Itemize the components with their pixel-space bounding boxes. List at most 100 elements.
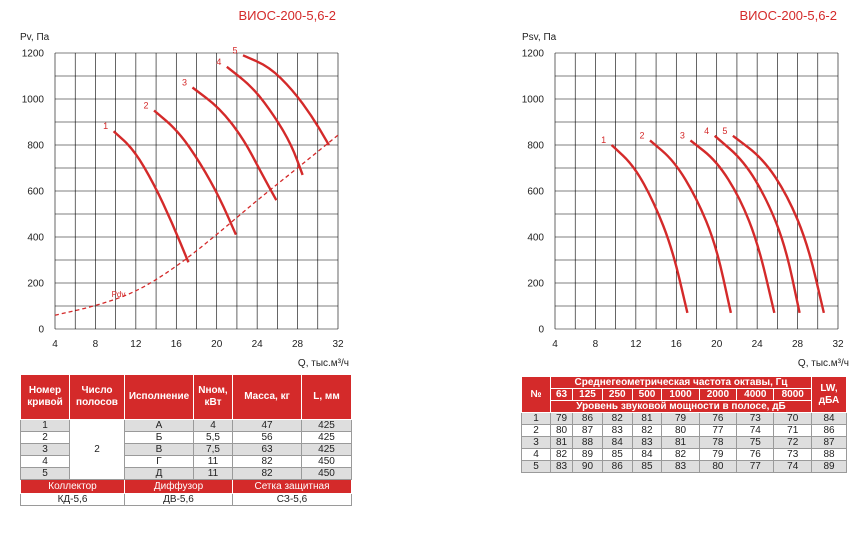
accessories-header-row: Коллектор Диффузор Сетка защитная	[20, 479, 352, 494]
sound-level-cell: 82	[631, 424, 663, 437]
curve-number-cell: 2	[20, 431, 70, 444]
guard-grid-value: СЗ-5,6	[232, 493, 352, 506]
sound-level-cell: 78	[698, 436, 738, 449]
header-power: Nном, кВт	[193, 374, 233, 420]
row-number-cell: 4	[521, 448, 551, 461]
sound-level-cell: 83	[549, 460, 574, 473]
sound-level-cell: 74	[736, 424, 775, 437]
sound-level-cell: 83	[661, 460, 700, 473]
table-row: 4 Г 11 82 450	[20, 455, 352, 468]
sound-level-cell: 81	[631, 412, 663, 425]
table-row: 4 82 89 85 84 82 79 76 73 88	[521, 448, 847, 461]
power-cell: 11	[193, 455, 233, 468]
header-version: Исполнение	[124, 374, 194, 420]
series-label: 2	[144, 101, 149, 111]
band-125: 125	[572, 388, 603, 401]
series-line	[649, 139, 733, 314]
table-row: 5 83 90 86 85 83 80 77 74 89	[521, 460, 847, 473]
header-length: L, мм	[301, 374, 352, 420]
x-tick-label: 32	[832, 339, 844, 350]
y-tick-label: 1200	[22, 49, 45, 60]
series-line	[112, 130, 190, 263]
version-cell: Г	[124, 455, 194, 468]
y-tick-label: 1200	[522, 49, 545, 60]
series-line	[226, 65, 304, 176]
sound-level-cell: 89	[572, 448, 603, 461]
length-cell: 425	[301, 431, 352, 444]
sound-level-cell: 88	[572, 436, 603, 449]
band-1000: 1000	[661, 388, 700, 401]
sound-level-cell: 82	[601, 412, 633, 425]
y-tick-label: 800	[527, 141, 544, 152]
x-tick-label: 20	[711, 339, 723, 350]
sound-level-cell: 73	[736, 412, 775, 425]
y-tick-label: 600	[27, 187, 44, 198]
series-line	[713, 134, 801, 314]
x-tick-label: 24	[752, 339, 764, 350]
sound-level-cell: 80	[661, 424, 700, 437]
series-line	[610, 144, 689, 314]
sound-level-cell: 90	[572, 460, 603, 473]
length-cell: 425	[301, 419, 352, 432]
table-row: 3 81 88 84 83 81 78 75 72 87	[521, 436, 847, 449]
header-mass: Масса, кг	[232, 374, 302, 420]
sound-level-cell: 86	[572, 412, 603, 425]
chart-title: ВИОС-200-5,6-2	[740, 8, 838, 23]
power-cell: 5,5	[193, 431, 233, 444]
y-tick-label: 0	[38, 325, 44, 336]
header-poles: Число полосов	[69, 374, 125, 420]
mass-cell: 82	[232, 455, 302, 468]
sound-level-cell: 76	[736, 448, 775, 461]
sound-level-cell: 83	[601, 424, 633, 437]
y-tick-label: 800	[27, 141, 44, 152]
row-number-cell: 2	[521, 424, 551, 437]
table-row: 1 79 86 82 81 79 76 73 70 84	[521, 412, 847, 425]
version-cell: Д	[124, 467, 194, 480]
sound-level-cell: 79	[549, 412, 574, 425]
sound-level-cell: 77	[698, 424, 738, 437]
series-label: 5	[722, 126, 727, 136]
poles-cell: 2	[69, 419, 125, 480]
sound-level-cell: 77	[736, 460, 775, 473]
curve-number-cell: 4	[20, 455, 70, 468]
sound-level-cell: 76	[698, 412, 738, 425]
series-line	[689, 139, 776, 314]
x-axis-label: Q, тыс.м³/ч	[798, 358, 849, 369]
series-line	[153, 109, 238, 236]
chart-title: ВИОС-200-5,6-2	[239, 8, 337, 23]
series-label: 2	[639, 130, 644, 140]
x-axis-label: Q, тыс.м³/ч	[298, 358, 349, 369]
x-tick-label: 28	[792, 339, 804, 350]
sound-level-cell: 84	[631, 448, 663, 461]
y-tick-label: 200	[527, 279, 544, 290]
y-tick-label: 400	[27, 233, 44, 244]
series-line	[242, 54, 330, 146]
y-tick-label: 400	[527, 233, 544, 244]
sound-level-cell: 81	[661, 436, 700, 449]
header-lw: LW, дБА	[811, 376, 847, 413]
row-number-cell: 3	[521, 436, 551, 449]
series-label: 1	[601, 135, 606, 145]
header-sound-power: Уровень звуковой мощности в полосе, дБ	[550, 400, 812, 413]
sound-level-cell: 70	[773, 412, 812, 425]
mass-cell: 63	[232, 443, 302, 456]
x-tick-label: 8	[593, 339, 599, 350]
sound-table: № Среднегеометрическая частота октавы, Г…	[521, 376, 847, 473]
sound-level-cell: 79	[698, 448, 738, 461]
series-label: 4	[704, 126, 709, 136]
curve-number-cell: 3	[20, 443, 70, 456]
lw-cell: 88	[811, 448, 847, 461]
band-63: 63	[549, 388, 574, 401]
sound-level-cell: 79	[661, 412, 700, 425]
lw-cell: 86	[811, 424, 847, 437]
collector-label: Коллектор	[20, 479, 125, 494]
diffuser-label: Диффузор	[124, 479, 233, 494]
header-curve-number: Номер кривой	[20, 374, 70, 420]
x-tick-label: 4	[552, 339, 558, 350]
x-tick-label: 12	[130, 339, 142, 350]
diffuser-value: ДВ-5,6	[124, 493, 233, 506]
x-tick-label: 12	[630, 339, 642, 350]
sound-level-cell: 87	[572, 424, 603, 437]
